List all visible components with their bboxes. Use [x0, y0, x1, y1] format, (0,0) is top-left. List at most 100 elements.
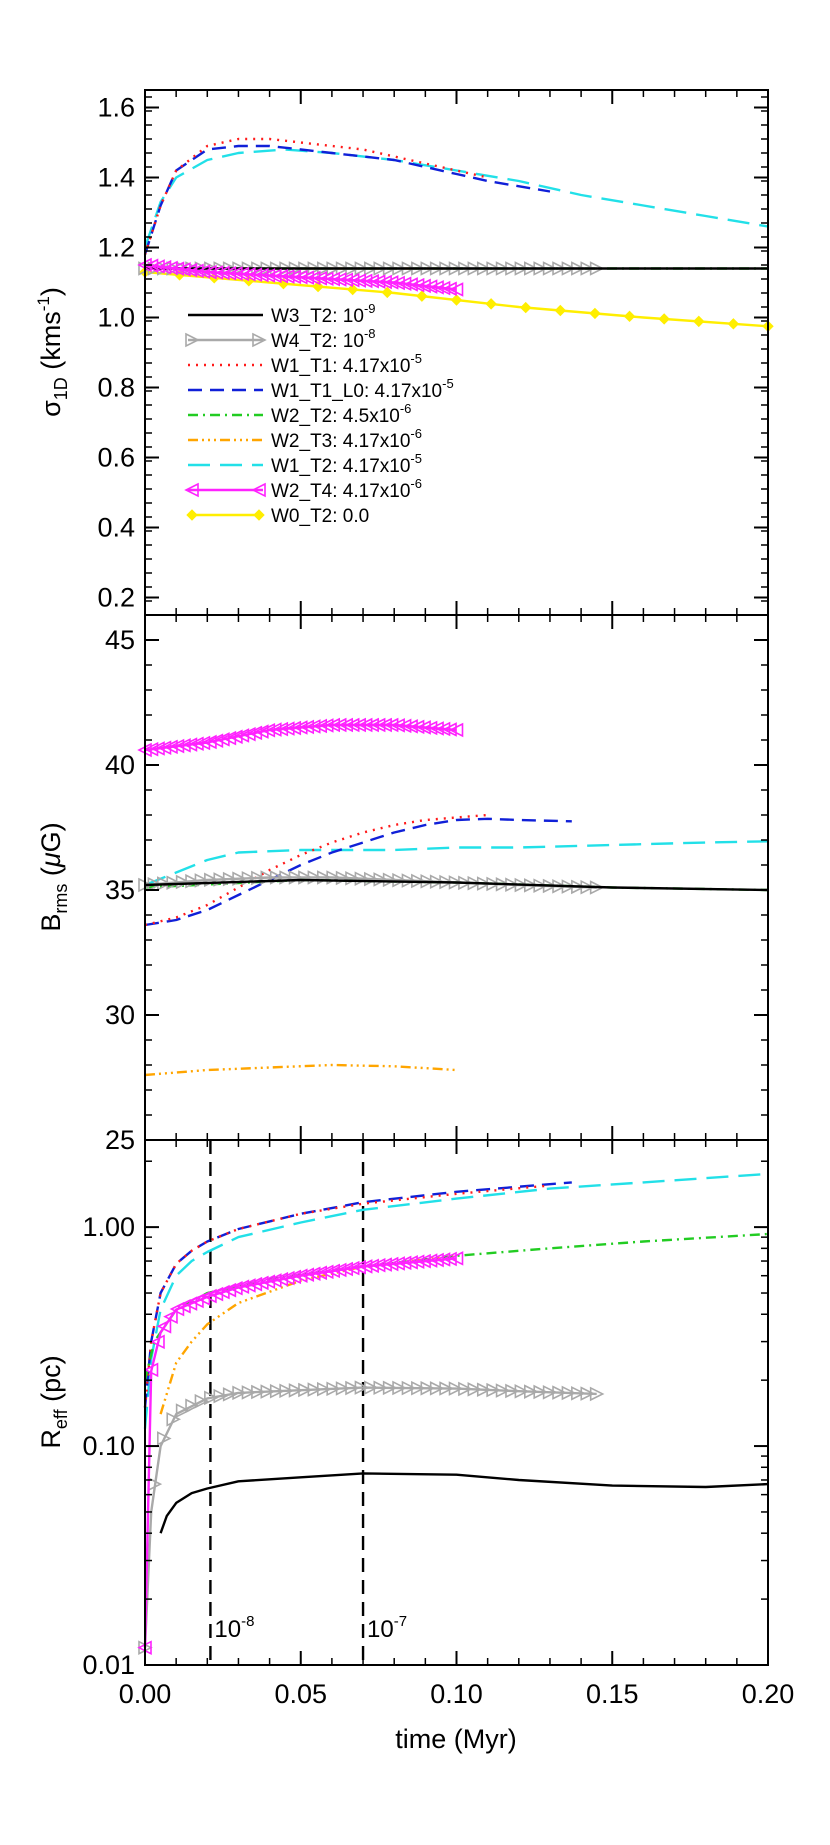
series-marker-w4-t2: [392, 1380, 407, 1396]
series-marker-w2-t4: [383, 717, 399, 733]
legend-marker: [252, 332, 267, 348]
series-marker-w2-t4: [396, 276, 412, 291]
series-marker-w2-t4: [169, 738, 185, 754]
y-tick-label: 0.2: [97, 583, 135, 613]
series-marker-w2-t4: [176, 262, 191, 277]
series-marker-w2-t4: [305, 1266, 321, 1282]
series-marker-w2-t4: [435, 721, 451, 737]
series-marker-w0-t2: [346, 283, 359, 296]
y-tick-label: 0.4: [97, 513, 135, 543]
series-marker-w4-t2: [251, 1384, 266, 1400]
series-marker-w0-t2: [520, 301, 532, 314]
series-marker-w2-t4: [221, 265, 237, 281]
series-marker-w2-t4: [228, 1280, 243, 1296]
series-marker-w2-t4: [403, 277, 418, 292]
series-marker-w2-t4: [292, 269, 308, 285]
bottom-series-group: [137, 1172, 769, 1655]
series-marker-w2-t4: [448, 722, 464, 738]
series-marker-w4-t2: [345, 1380, 360, 1396]
series-marker-w2-t4: [234, 728, 250, 743]
series-marker-w2-t4: [156, 259, 172, 275]
series-marker-w4-t2: [175, 1403, 191, 1418]
series-line-w1-t2: [143, 148, 769, 248]
series-marker-w2-t4: [202, 264, 217, 280]
series-line-w1-t1-l0: [143, 144, 551, 255]
series-marker-w4-t2: [288, 1383, 304, 1398]
series-marker-w4-t2: [448, 1381, 464, 1396]
series-marker-w2-t4: [351, 1259, 366, 1275]
series-marker-w0-t2: [658, 313, 670, 325]
series-marker-w4-t2: [307, 1382, 323, 1397]
series-marker-w2-t4: [273, 1271, 289, 1287]
series-marker-w4-t2: [166, 1412, 182, 1427]
series-marker-w2-t4: [260, 1274, 276, 1289]
series-marker-w2-t4: [370, 274, 386, 289]
series-marker-w2-t4: [267, 722, 282, 737]
series-marker-w2-t4: [312, 271, 328, 286]
panel-middle: 25 30 35 40 45 Brms (μG): [36, 614, 769, 1155]
series-marker-w4-t2: [373, 1380, 389, 1396]
series-marker-w4-t2: [542, 1385, 558, 1400]
series-marker-w2-t4: [150, 741, 165, 756]
series-marker-w2-t4: [422, 279, 438, 294]
middle-panel-frame: [144, 614, 769, 1141]
series-marker-w2-t4: [169, 261, 185, 276]
x-tick-label: 0.20: [742, 1679, 795, 1709]
series-marker-w2-t4: [364, 273, 379, 289]
y-tick-label: 40: [105, 750, 135, 780]
series-marker-w2-t4: [442, 1251, 457, 1267]
middle-ticks: 25 30 35 40 45: [105, 614, 769, 1155]
series-marker-w4-t2: [326, 1381, 341, 1397]
series-marker-w2-t4: [247, 1276, 263, 1292]
series-marker-w4-t2: [392, 872, 407, 888]
series-marker-w2-t4: [163, 1309, 178, 1324]
y-tick-label: 0.01: [82, 1650, 135, 1680]
y-tick-label: 0.6: [97, 443, 135, 473]
legend-label-w3-t2: W3_T2: 10-9: [271, 301, 376, 327]
series-marker-w0-t2: [381, 286, 393, 299]
legend: W3_T2: 10-9W4_T2: 10-8W1_T1: 4.17x10-5W1…: [184, 301, 454, 527]
series-marker-w2-t4: [403, 719, 418, 734]
series-marker-w2-t4: [286, 1269, 302, 1285]
y-tick-label: 1.0: [97, 303, 135, 333]
series-marker-w2-t4: [370, 1257, 386, 1273]
series-marker-w4-t2: [364, 1380, 379, 1395]
series-marker-w2-t4: [442, 281, 457, 297]
series-marker-w2-t4: [357, 1259, 373, 1274]
legend-label-w2-t2: W2_T2: 4.5x10-6: [271, 401, 411, 427]
series-marker-w2-t4: [429, 721, 444, 736]
series-marker-w2-t4: [273, 268, 289, 284]
series-marker-w0-t2: [727, 318, 740, 330]
series-marker-w2-t4: [195, 735, 211, 751]
series-marker-w4-t2: [222, 1387, 238, 1402]
series-marker-w2-t4: [448, 282, 464, 297]
series-marker-w2-t4: [182, 737, 198, 752]
series-marker-w4-t2: [467, 1382, 483, 1397]
series-marker-w4-t2: [241, 1385, 257, 1400]
reference-line-label: 10-8: [214, 1613, 254, 1643]
series-marker-w2-t4: [448, 1251, 464, 1266]
series-marker-w2-t4: [305, 270, 321, 286]
series-marker-w2-t4: [156, 1318, 172, 1334]
legend-label-w2-t4: W2_T4: 4.17x10-6: [271, 476, 422, 502]
series-marker-w4-t2: [589, 1386, 605, 1402]
series-marker-w4-t2: [552, 1385, 567, 1400]
series-marker-w0-t2: [623, 310, 636, 323]
series-marker-w2-t4: [234, 1279, 250, 1295]
series-marker-w2-t4: [390, 275, 405, 291]
series-marker-w2-t4: [416, 278, 431, 294]
series-marker-w2-t4: [396, 1255, 412, 1271]
series-marker-w2-t4: [403, 1254, 418, 1270]
series-marker-w2-t4: [331, 272, 347, 287]
series-marker-w2-t4: [409, 1254, 425, 1270]
series-marker-w2-t4: [338, 272, 353, 288]
x-tick-label: 0.05: [274, 1679, 327, 1709]
bottom-panel-frame: [144, 1139, 769, 1666]
series-marker-w4-t2: [429, 1381, 445, 1396]
series-marker-w2-t4: [377, 274, 392, 290]
series-marker-w4-t2: [382, 872, 398, 888]
series-line-w1-t1-l0: [143, 1181, 572, 1408]
series-marker-w0-t2: [554, 304, 567, 317]
series-marker-w2-t4: [279, 269, 295, 284]
